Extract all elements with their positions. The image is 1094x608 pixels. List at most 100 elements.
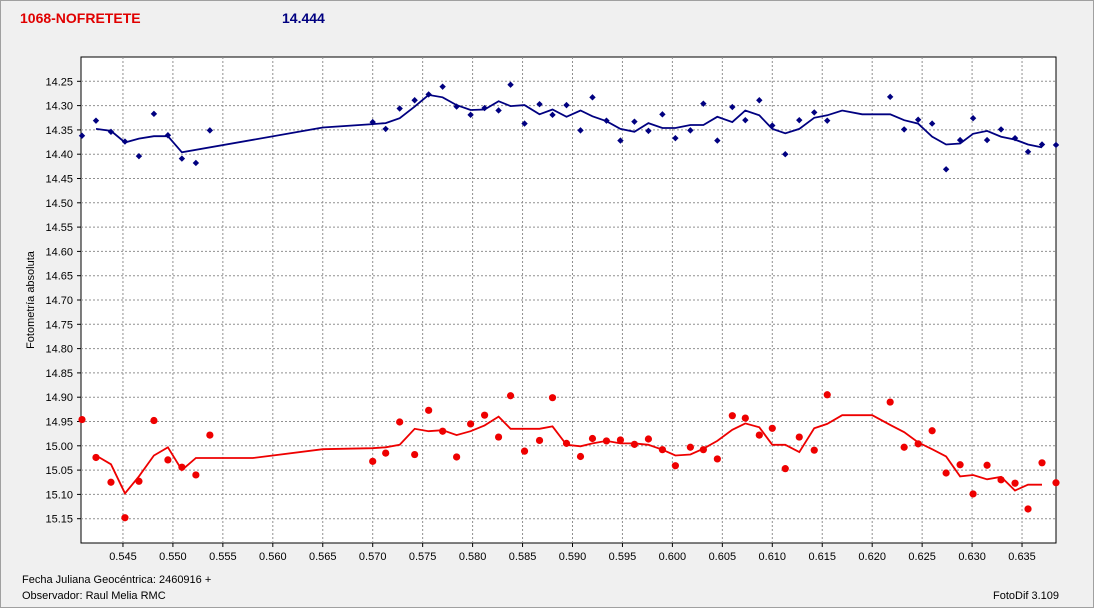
- data-point: [589, 94, 596, 101]
- data-point: [1024, 505, 1032, 513]
- data-point: [178, 463, 186, 471]
- observer-label: Observador: Raul Melia RMC: [22, 590, 166, 602]
- data-point: [78, 415, 86, 424]
- data-point: [700, 100, 707, 107]
- data-point: [617, 137, 624, 144]
- data-point: [969, 115, 977, 122]
- y-tick-label: 14.50: [45, 198, 73, 210]
- x-tick-label: 0.555: [209, 551, 237, 563]
- data-point: [549, 111, 556, 119]
- data-point: [396, 105, 403, 112]
- x-tick-label: 0.575: [409, 551, 437, 563]
- x-tick-label: 0.565: [309, 551, 337, 563]
- data-point: [135, 477, 143, 485]
- data-point: [823, 391, 831, 399]
- data-point: [135, 152, 143, 160]
- data-point: [644, 435, 653, 443]
- data-point: [1011, 479, 1019, 487]
- data-point: [741, 414, 749, 422]
- x-tick-label: 0.560: [259, 551, 287, 563]
- data-point: [810, 446, 818, 454]
- data-point: [728, 412, 736, 420]
- data-point: [411, 450, 419, 459]
- data-point: [382, 125, 389, 133]
- data-point: [494, 433, 503, 441]
- data-point: [507, 81, 514, 88]
- x-tick-label: 0.620: [858, 551, 886, 563]
- y-tick-label: 14.80: [45, 344, 73, 356]
- data-point: [411, 97, 418, 104]
- x-tick-label: 0.550: [159, 551, 187, 563]
- data-point: [107, 478, 115, 486]
- data-point: [630, 440, 639, 448]
- data-point: [548, 394, 557, 402]
- data-point: [997, 476, 1005, 484]
- data-series: [78, 81, 1060, 522]
- data-point: [425, 406, 433, 414]
- x-tick-label: 0.635: [1008, 551, 1036, 563]
- data-point: [1038, 459, 1046, 467]
- y-tick-label: 14.95: [45, 417, 73, 429]
- data-point: [506, 392, 515, 400]
- data-point: [983, 461, 991, 469]
- data-point: [150, 110, 158, 118]
- x-tick-label: 0.605: [709, 551, 737, 563]
- data-point: [928, 120, 936, 127]
- data-point: [900, 126, 908, 133]
- data-point: [796, 116, 803, 124]
- series-0: [78, 81, 1060, 173]
- data-point: [742, 116, 749, 124]
- trend-line: [95, 93, 1043, 154]
- data-point: [206, 127, 214, 134]
- data-point: [206, 431, 214, 439]
- data-point: [769, 122, 776, 129]
- data-point: [576, 452, 585, 461]
- x-tick-label: 0.615: [808, 551, 836, 563]
- x-tick-label: 0.600: [659, 551, 687, 563]
- data-point: [78, 132, 86, 139]
- data-point: [602, 437, 611, 445]
- y-tick-label: 15.05: [45, 465, 73, 477]
- data-point: [121, 514, 129, 522]
- data-point: [495, 107, 502, 114]
- data-point: [439, 83, 446, 90]
- data-point: [425, 91, 432, 98]
- y-axis-label: Fotometría absoluta: [25, 250, 37, 349]
- data-point: [659, 111, 666, 118]
- data-point: [616, 436, 625, 444]
- data-point: [729, 103, 736, 111]
- x-tick-label: 0.545: [109, 551, 137, 563]
- data-point: [824, 117, 831, 124]
- data-point: [983, 136, 991, 144]
- data-point: [521, 120, 528, 127]
- data-point: [1011, 134, 1019, 142]
- data-point: [107, 128, 115, 136]
- julian-date-label: Fecha Juliana Geocéntrica: 2460916 +: [22, 574, 212, 586]
- x-tick-label: 0.590: [559, 551, 587, 563]
- data-point: [1024, 148, 1032, 155]
- y-axis-ticks: 14.25 14.30 14.35 14.40 14.45 14.50 14.55 14.60…: [45, 76, 81, 526]
- data-point: [900, 443, 908, 451]
- data-point: [658, 446, 667, 454]
- data-point: [687, 127, 694, 134]
- data-point: [563, 101, 570, 109]
- data-point: [480, 411, 489, 419]
- y-tick-label: 15.00: [45, 441, 73, 453]
- data-point: [603, 117, 610, 124]
- x-tick-label: 0.580: [459, 551, 487, 563]
- y-tick-label: 14.30: [45, 101, 73, 113]
- data-point: [150, 416, 158, 425]
- data-point: [178, 155, 186, 162]
- data-point: [396, 418, 404, 426]
- data-point: [631, 118, 638, 125]
- x-axis-ticks: 0.545 0.550 0.555 0.560 0.565 0.570 0.575 0.580…: [109, 543, 1036, 563]
- data-point: [755, 431, 763, 439]
- data-point: [686, 443, 694, 451]
- reference-magnitude: 14.444: [282, 10, 325, 26]
- data-point: [768, 424, 776, 432]
- data-point: [164, 456, 172, 464]
- data-point: [382, 449, 390, 457]
- x-tick-label: 0.630: [958, 551, 986, 563]
- y-tick-label: 14.60: [45, 246, 73, 258]
- data-point: [671, 462, 679, 470]
